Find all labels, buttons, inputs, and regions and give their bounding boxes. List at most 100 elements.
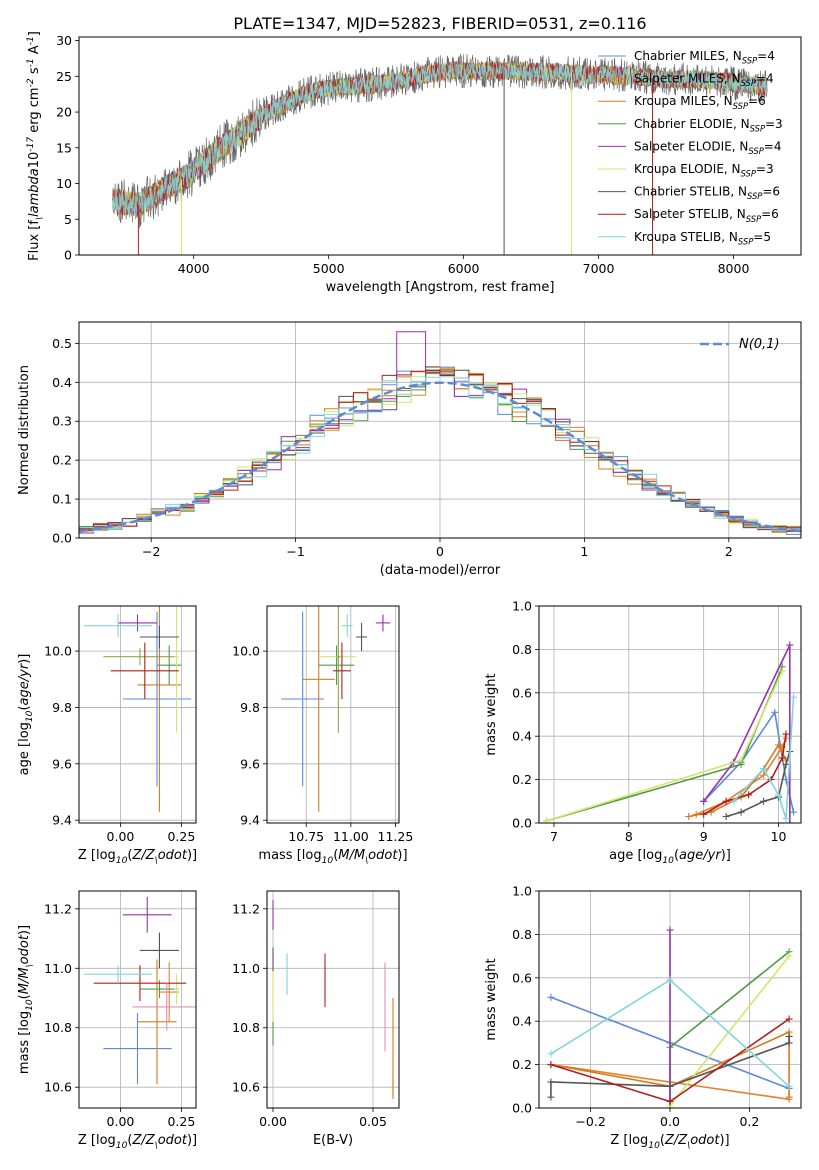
y-tick-label: 0.6	[512, 970, 532, 985]
legend: Chabrier MILES, NSSP=4 Salpeter MILES, NS…	[598, 49, 783, 246]
y-tick-label: 0.0	[512, 1101, 532, 1116]
x-tick-label: 0	[436, 544, 444, 559]
x-tick-label: 6000	[448, 261, 480, 276]
y-tick-label: 10.0	[232, 644, 260, 659]
x-axis-label: age [log10(age/yr)]	[609, 848, 731, 866]
axes-frame	[538, 605, 802, 824]
y-axis-label: age [log10(age/yr)]	[17, 654, 35, 776]
x-axis-label: E(B-V)	[313, 1133, 353, 1148]
y-tick-label: 0.2	[512, 772, 532, 787]
y-tick-label: 0.4	[52, 375, 72, 390]
mass-weight-marker	[760, 797, 768, 805]
axes-residuals: −2 −1 0 1 2 0.0 0.1 0.2 0.3 0.4 0.5 (data-model)/er…	[17, 321, 802, 578]
y-tick-label: 25	[56, 69, 72, 84]
y-tick-label: 0.4	[512, 729, 532, 744]
axes-massweight_vs_Z: −0.2 0.0 0.2 0.0 0.2 0.4 0.6 0.8 1.0 Z [log10(Z/Z…	[484, 884, 802, 1151]
mass-weight-line	[703, 644, 791, 823]
legend-label: Kroupa ELODIE, NSSP=3	[634, 162, 774, 179]
axes-massweight_vs_age: 7 8 9 10 0.0 0.2 0.4 0.6 0.8 1.0 age [log10(age/yr…	[484, 599, 802, 866]
mass-weight-marker	[775, 741, 783, 749]
mass-weight-marker	[760, 771, 768, 779]
mass-weight-marker	[782, 730, 790, 738]
x-tick-label: 7000	[583, 261, 615, 276]
mass-weight-marker	[785, 1093, 793, 1101]
y-tick-label: 10.6	[44, 1080, 72, 1095]
x-tick-label: 0.2	[739, 1114, 759, 1129]
mass-weight-marker	[778, 667, 786, 675]
x-tick-label: 9	[700, 829, 708, 844]
x-tick-label: −1	[286, 544, 304, 559]
y-tick-label: 10.8	[44, 1020, 72, 1035]
mass-weight-marker	[785, 1082, 793, 1090]
axes-mass_vs_Z: 0.00 0.25 10.6 10.8 11.0 11.2 Z [log10(Z/Z\odo…	[17, 890, 197, 1151]
y-tick-label: 9.8	[52, 700, 72, 715]
x-tick-label: 4000	[178, 261, 210, 276]
mass-weight-marker	[785, 1039, 793, 1047]
mass-weight-marker	[547, 1061, 555, 1069]
y-axis-label: mass weight	[484, 673, 499, 755]
mass-weight-line	[725, 751, 791, 818]
mass-weight-marker	[790, 808, 798, 816]
mass-weight-marker	[790, 693, 798, 701]
x-axis-label: (data-model)/error	[380, 563, 501, 578]
axes-frame	[538, 890, 802, 1109]
y-tick-label: 11.2	[44, 901, 72, 916]
mass-weight-marker	[547, 1078, 555, 1086]
normal-curve	[79, 381, 801, 533]
mass-weight-marker	[700, 797, 708, 805]
mass-weight-line	[703, 733, 787, 815]
mass-weight-marker	[730, 797, 738, 805]
mass-weight-marker	[786, 819, 794, 823]
x-tick-label: 0.25	[167, 1114, 195, 1129]
x-tick-label: 0.00	[107, 829, 135, 844]
mass-weight-marker	[722, 797, 730, 805]
axes-age_vs_mass: 10.75 11.00 11.25 9.4 9.6 9.8 10.0 mass [log10(…	[232, 605, 414, 866]
legend-label: N(0,1)	[739, 337, 780, 352]
y-tick-label: 0	[64, 248, 72, 263]
legend-label: Chabrier ELODIE, NSSP=3	[634, 117, 783, 134]
x-tick-label: 2	[725, 544, 733, 559]
axes-mass_vs_ebv: 0.00 0.05 10.6 10.8 11.0 11.2 E(B-V)	[232, 890, 400, 1148]
x-tick-label: 5000	[313, 261, 345, 276]
y-tick-label: 0.2	[52, 453, 72, 468]
x-tick-label: 8	[625, 829, 633, 844]
mass-weight-marker	[685, 812, 693, 820]
mass-weight-line	[550, 1030, 790, 1098]
mass-weight-marker	[722, 812, 730, 820]
y-tick-label: 1.0	[512, 884, 532, 899]
plot-area-age_vs_Z	[83, 606, 192, 812]
x-axis-label: Z [log10(Z/Z\odot)]	[610, 1133, 729, 1151]
mass-weight-marker	[700, 810, 708, 818]
y-tick-label: 0.6	[512, 685, 532, 700]
axes-frame	[266, 890, 400, 1109]
legend-label: Salpeter STELIB, NSSP=6	[634, 207, 779, 224]
y-tick-label: 10.0	[44, 644, 72, 659]
legend-label: Salpeter ELODIE, NSSP=4	[634, 139, 782, 156]
x-tick-label: 0.00	[259, 1114, 287, 1129]
mass-weight-marker	[782, 815, 790, 823]
mass-weight-marker	[737, 808, 745, 816]
x-tick-label: 0.05	[359, 1114, 387, 1129]
x-tick-label: 11.25	[378, 829, 414, 844]
mass-weight-line	[546, 670, 784, 822]
y-tick-label: 10.6	[232, 1080, 260, 1095]
mass-weight-line	[669, 955, 790, 1107]
y-tick-label: 0.2	[512, 1057, 532, 1072]
axes-frame	[78, 605, 197, 824]
y-tick-label: 9.6	[240, 756, 260, 771]
x-tick-label: 0.25	[167, 829, 195, 844]
x-tick-label: −2	[142, 544, 160, 559]
y-tick-label: 0.8	[512, 927, 532, 942]
mass-weight-marker	[771, 708, 779, 716]
plot-area-mass_vs_Z	[83, 896, 196, 1085]
y-tick-label: 9.4	[240, 813, 260, 828]
y-tick-label: 0.0	[52, 531, 72, 546]
plot-area-mass_vs_ebv	[272, 899, 394, 1100]
x-tick-label: −0.2	[575, 1114, 605, 1129]
mass-weight-marker	[547, 1093, 555, 1101]
axes-frame	[78, 36, 802, 256]
y-tick-label: 0.5	[52, 336, 72, 351]
mass-weight-marker	[547, 1050, 555, 1058]
y-tick-label: 5	[64, 212, 72, 227]
